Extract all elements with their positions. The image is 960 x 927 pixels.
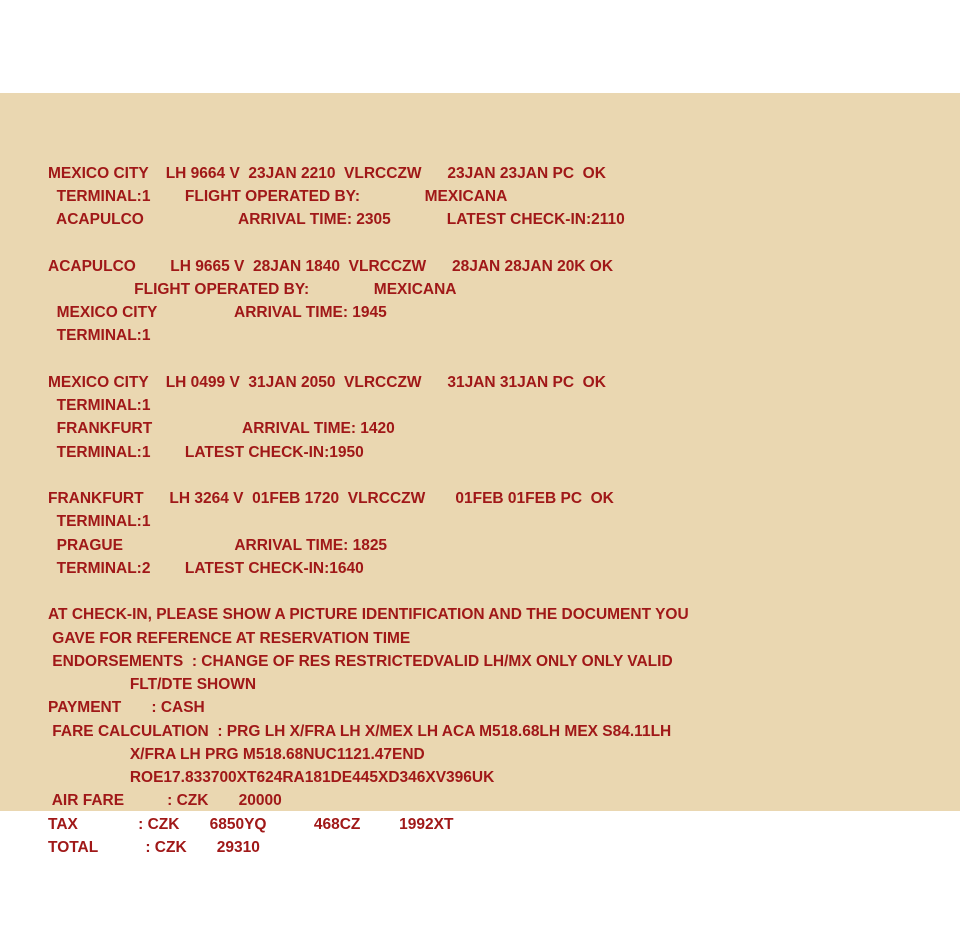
itinerary-page: MEXICO CITY LH 9664 V 23JAN 2210 VLRCCZW… [0, 93, 960, 811]
itinerary-text: MEXICO CITY LH 9664 V 23JAN 2210 VLRCCZW… [48, 162, 930, 860]
